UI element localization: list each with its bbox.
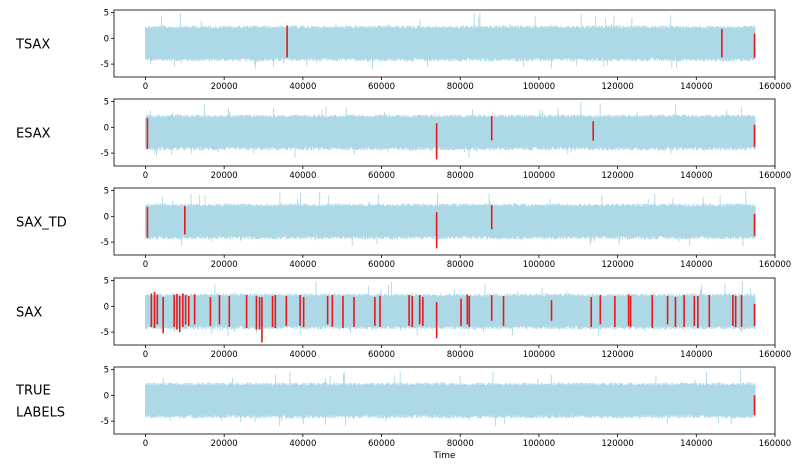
x-tick-label: 0 xyxy=(143,439,148,449)
x-tick-label: 120000 xyxy=(601,260,633,270)
x-tick-label: 160000 xyxy=(759,350,791,360)
x-tick-label: 40000 xyxy=(289,82,316,92)
axes-frame xyxy=(113,366,776,435)
x-tick-label: 60000 xyxy=(368,82,395,92)
panel-2: ESAX 5 0 -5 0 20000 40000 60000 80000 100000 12000… xyxy=(16,98,791,181)
row-label: TRUE xyxy=(15,384,51,399)
x-tick-label: 100000 xyxy=(523,171,555,181)
row-label: ESAX xyxy=(16,127,51,142)
axes-frame xyxy=(113,98,776,167)
chart-panels: TSAX 5 0 -5 0 20000 40000 60000 80000 100000 12000… xyxy=(15,9,791,449)
x-tick-label: 20000 xyxy=(211,439,238,449)
x-tick-label: 140000 xyxy=(680,82,712,92)
x-tick-label: 100000 xyxy=(523,82,555,92)
y-tick-label: 5 xyxy=(104,9,109,19)
x-tick-label: 140000 xyxy=(680,439,712,449)
x-tick-label: 20000 xyxy=(211,350,238,360)
y-tick-label: 0 xyxy=(104,212,109,222)
panel-5: TRUE LABELS 5 0 -5 0 20000 40000 60000 80000 10000… xyxy=(15,366,791,449)
x-tick-label: 60000 xyxy=(368,171,395,181)
y-tick-label: 0 xyxy=(104,302,109,312)
signal-series xyxy=(145,370,756,426)
x-tick-label: 100000 xyxy=(523,350,555,360)
x-tick-label: 80000 xyxy=(447,439,474,449)
y-tick-label: 5 xyxy=(104,98,109,108)
y-tick-label: 0 xyxy=(104,123,109,133)
axes-frame xyxy=(113,277,776,346)
x-tick-label: 0 xyxy=(143,82,148,92)
y-tick-label: -5 xyxy=(101,417,109,427)
y-tick-label: 0 xyxy=(104,391,109,401)
y-tick-label: 5 xyxy=(104,187,109,197)
x-tick-label: 40000 xyxy=(289,260,316,270)
x-tick-label: 0 xyxy=(143,171,148,181)
x-tick-label: 60000 xyxy=(368,350,395,360)
x-tick-label: 20000 xyxy=(211,82,238,92)
y-tick-label: -5 xyxy=(101,60,109,70)
x-tick-label: 40000 xyxy=(289,350,316,360)
x-tick-label: 40000 xyxy=(289,171,316,181)
x-tick-label: 140000 xyxy=(680,350,712,360)
signal-series xyxy=(145,190,756,247)
x-tick-label: 80000 xyxy=(447,260,474,270)
x-tick-label: 100000 xyxy=(523,439,555,449)
x-tick-label: 60000 xyxy=(368,439,395,449)
x-tick-label: 0 xyxy=(143,350,148,360)
x-tick-label: 20000 xyxy=(211,171,238,181)
y-tick-label: -5 xyxy=(101,149,109,159)
x-tick-label: 20000 xyxy=(211,260,238,270)
x-tick-label: 160000 xyxy=(759,171,791,181)
panel-3: SAX_TD 5 0 -5 0 20000 40000 60000 80000 100000 120… xyxy=(16,187,791,270)
signal-series xyxy=(145,12,756,69)
signal-series xyxy=(145,101,756,158)
x-tick-label: 60000 xyxy=(368,260,395,270)
x-tick-label: 80000 xyxy=(447,171,474,181)
x-tick-label: 140000 xyxy=(680,171,712,181)
row-label: SAX_TD xyxy=(16,216,67,231)
x-tick-label: 160000 xyxy=(759,439,791,449)
x-tick-label: 120000 xyxy=(601,350,633,360)
panel-4: SAX 5 0 -5 0 20000 40000 60000 80000 100000 120000… xyxy=(16,277,791,360)
y-tick-label: -5 xyxy=(101,238,109,248)
x-tick-label: 160000 xyxy=(759,82,791,92)
y-tick-label: 5 xyxy=(104,366,109,376)
y-tick-label: -5 xyxy=(101,328,109,338)
y-tick-label: 5 xyxy=(104,277,109,287)
x-tick-label: 120000 xyxy=(601,82,633,92)
axes-frame xyxy=(113,9,776,78)
x-axis-label: Time xyxy=(432,451,455,461)
signal-series xyxy=(145,281,756,337)
x-tick-label: 160000 xyxy=(759,260,791,270)
x-tick-label: 40000 xyxy=(289,439,316,449)
row-label: LABELS xyxy=(16,406,65,421)
x-tick-label: 80000 xyxy=(447,350,474,360)
row-label: TSAX xyxy=(15,38,50,53)
row-label: SAX xyxy=(16,306,42,321)
panel-1: TSAX 5 0 -5 0 20000 40000 60000 80000 100000 12000… xyxy=(15,9,791,92)
x-tick-label: 120000 xyxy=(601,439,633,449)
x-tick-label: 0 xyxy=(143,260,148,270)
y-tick-label: 0 xyxy=(104,34,109,44)
x-tick-label: 140000 xyxy=(680,260,712,270)
x-tick-label: 80000 xyxy=(447,82,474,92)
axes-frame xyxy=(113,187,776,256)
x-tick-label: 120000 xyxy=(601,171,633,181)
x-tick-label: 100000 xyxy=(523,260,555,270)
